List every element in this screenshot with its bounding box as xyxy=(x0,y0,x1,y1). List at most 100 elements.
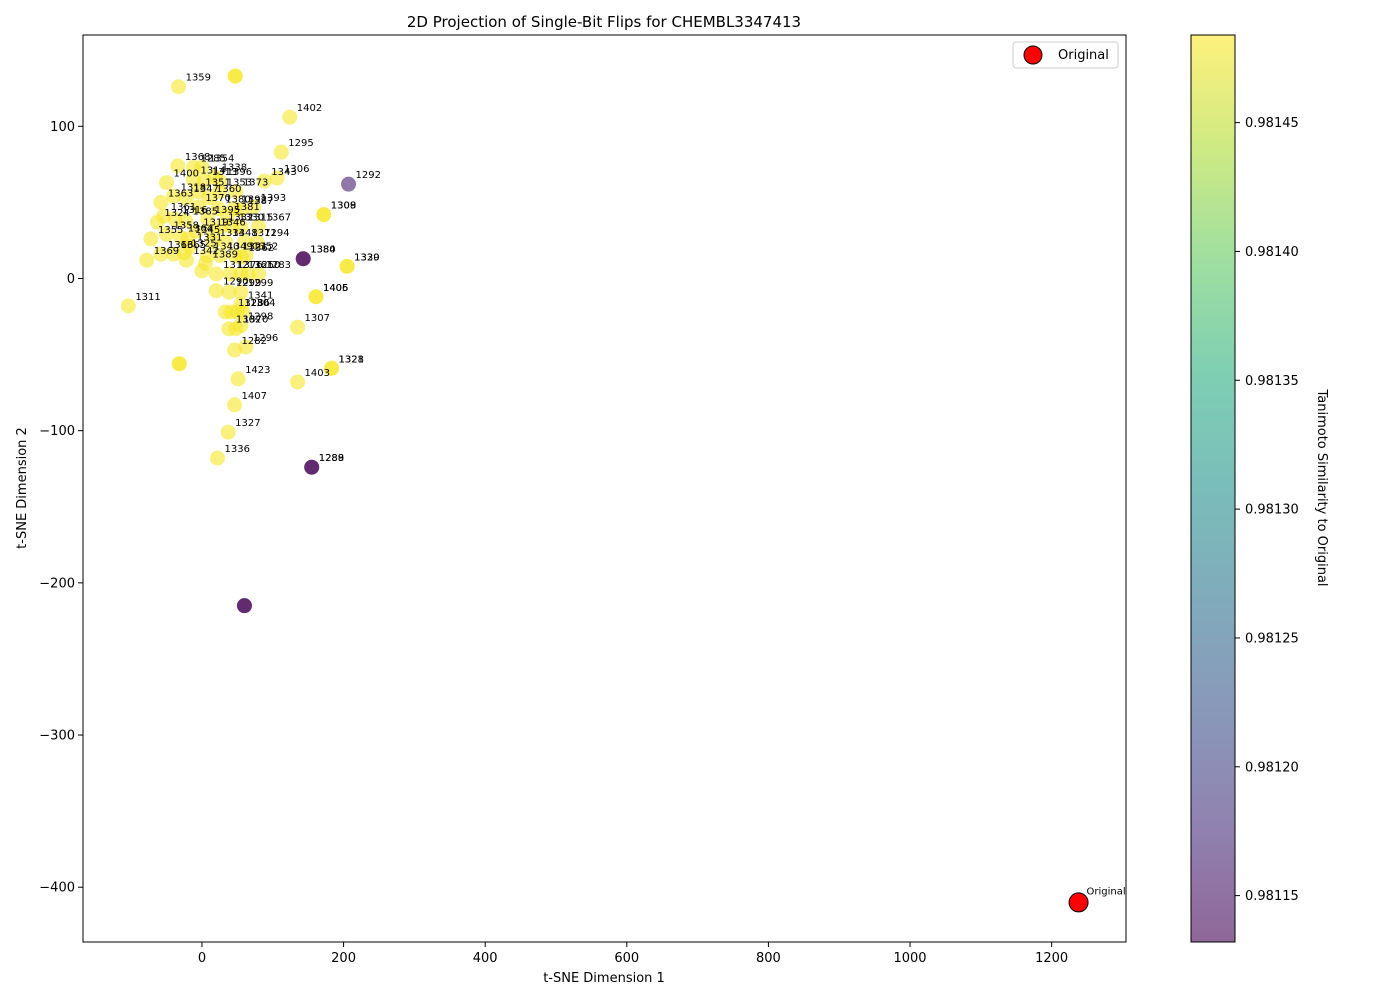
scatter-point xyxy=(339,258,355,274)
scatter-point xyxy=(178,190,194,206)
colorbar-tick-label: 0.98135 xyxy=(1245,374,1299,389)
point-label: 1294 xyxy=(264,228,289,239)
point-label: 1360 xyxy=(216,184,241,195)
point-label: 1299 xyxy=(248,278,273,289)
point-label: 1395 xyxy=(215,205,240,216)
scatter-point xyxy=(217,304,233,320)
scatter-point xyxy=(246,199,262,215)
scatter-point xyxy=(178,252,194,268)
x-tick-label: 200 xyxy=(331,951,356,966)
point-label: 1343 xyxy=(271,167,296,178)
y-tick-label: −200 xyxy=(39,576,75,591)
scatter-point xyxy=(251,219,267,235)
scatter-point xyxy=(200,211,216,227)
point-label: 1321 xyxy=(242,242,267,253)
scatter-point xyxy=(228,321,244,337)
scatter-point xyxy=(153,246,169,262)
scatter-point xyxy=(194,263,210,279)
point-label: 1393 xyxy=(261,193,286,204)
point-label: 1308 xyxy=(331,201,356,212)
scatter-point xyxy=(217,234,233,250)
scatter-point xyxy=(251,266,267,282)
point-label: 1295 xyxy=(288,138,313,149)
legend-marker-original xyxy=(1023,45,1043,65)
y-tick-label: 100 xyxy=(50,120,75,135)
scatter-point xyxy=(221,284,237,300)
point-label: 1402 xyxy=(297,103,322,114)
scatter-point xyxy=(139,252,155,268)
point-label: 1361 xyxy=(248,260,273,271)
point-label: 1325 xyxy=(191,239,216,250)
scatter-point xyxy=(159,175,175,191)
scatter-point xyxy=(249,234,265,250)
scatter-point xyxy=(205,223,221,239)
scatter-point xyxy=(308,289,324,305)
scatter-point xyxy=(178,213,194,229)
scatter-point xyxy=(166,188,182,204)
scatter-point xyxy=(185,172,201,188)
point-label: 1302 xyxy=(236,315,261,326)
point-label: 1324 xyxy=(164,208,189,219)
point-label: 1314 xyxy=(200,166,225,177)
point-label: 1352 xyxy=(253,242,278,253)
point-label: 1341 xyxy=(248,290,273,301)
point-label: 1321 xyxy=(339,354,364,365)
point-label: 1339 xyxy=(354,252,379,263)
point-label: 1296 xyxy=(253,333,278,344)
scatter-point xyxy=(227,397,243,413)
point-label: 1328 xyxy=(238,298,263,309)
point-label: 1385 xyxy=(193,207,218,218)
scatter-point xyxy=(236,234,252,250)
point-label: 1334 xyxy=(220,228,245,239)
chart-title: 2D Projection of Single-Bit Flips for CH… xyxy=(407,13,801,31)
scatter-point xyxy=(212,173,228,189)
point-label: 1358 xyxy=(174,220,199,231)
point-label: 1338 xyxy=(222,163,247,174)
scatter-point xyxy=(235,304,251,320)
scatter-point xyxy=(201,190,217,206)
point-label: 1380 xyxy=(225,194,250,205)
point-label: 1381 xyxy=(234,202,259,213)
colorbar-frame xyxy=(1190,34,1236,943)
point-label: 1347 xyxy=(193,184,218,195)
plot-frame xyxy=(82,34,1127,943)
scatter-point xyxy=(210,450,226,466)
point-label: 1370 xyxy=(243,315,268,326)
point-label: 1336 xyxy=(225,444,250,455)
point-label: 1313 xyxy=(212,167,237,178)
scatter-point xyxy=(212,248,228,264)
scatter-point xyxy=(234,249,250,265)
y-axis-label: t-SNE Dimension 2 xyxy=(15,427,30,549)
scatter-point xyxy=(341,176,357,192)
x-axis-label: t-SNE Dimension 1 xyxy=(543,971,665,986)
scatter-point xyxy=(240,266,256,282)
scatter-point xyxy=(256,173,272,189)
scatter-point xyxy=(230,371,246,387)
scatter-point xyxy=(316,207,332,223)
colorbar-tick-label: 0.98115 xyxy=(1245,889,1299,904)
point-label: 1364 xyxy=(188,223,213,234)
scatter-point xyxy=(208,283,224,299)
scatter-point xyxy=(190,199,206,215)
point-label: 1289 xyxy=(319,453,344,464)
y-tick-label: 0 xyxy=(67,272,75,287)
point-label: 1406 xyxy=(323,283,348,294)
point-label: 1340 xyxy=(214,242,239,253)
point-label: 1307 xyxy=(305,313,330,324)
point-label: 1286 xyxy=(244,298,269,309)
x-tick-label: 1000 xyxy=(893,951,926,966)
x-tick-label: 400 xyxy=(473,951,498,966)
colorbar: 0.98115 0.98120 0.98125 0.98130 0.98135 0.981… xyxy=(1190,34,1329,943)
scatter-point xyxy=(233,284,249,300)
scatter-point xyxy=(304,459,320,475)
point-label: 1330 xyxy=(239,213,264,224)
point-label: 1367 xyxy=(266,213,291,224)
scatter-point xyxy=(228,184,244,200)
point-label: 1354 xyxy=(209,153,234,164)
point-label: 1332 xyxy=(228,213,253,224)
point-label: 1407 xyxy=(242,391,267,402)
point-label: 1285 xyxy=(200,153,225,164)
point-label: 1369 xyxy=(154,246,179,257)
point-label: 1290 xyxy=(223,277,248,288)
